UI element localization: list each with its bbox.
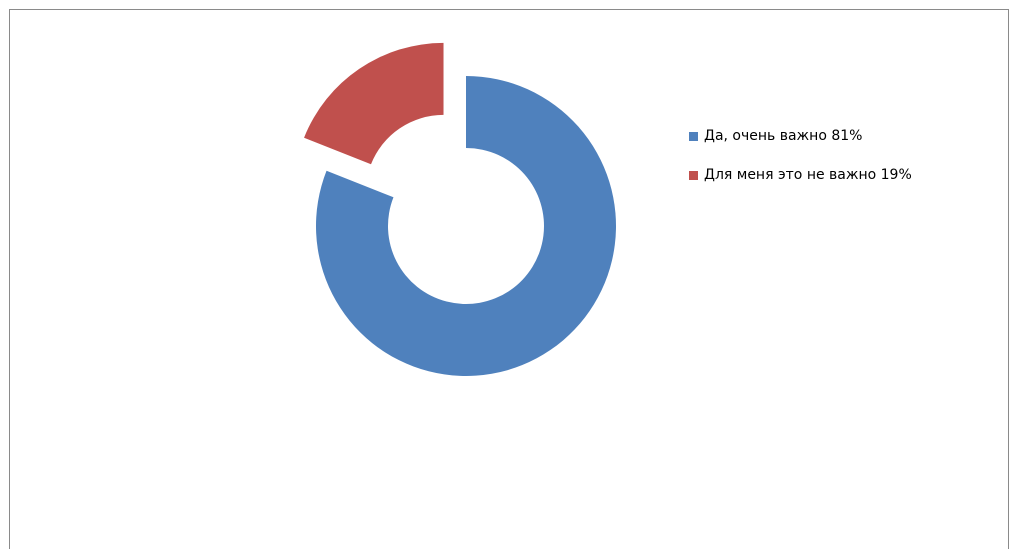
donut-slice-not-important [304,42,444,165]
legend: Да, очень важно 81% Для меня это не важн… [689,126,912,204]
donut-slice-yes [316,76,617,377]
legend-label-not-important: Для меня это не важно 19% [704,167,912,183]
legend-label-yes: Да, очень важно 81% [704,128,863,144]
legend-item-yes: Да, очень важно 81% [689,126,912,146]
legend-swatch-not-important [689,170,698,180]
legend-swatch-yes [689,131,698,141]
legend-item-not-important: Для меня это не важно 19% [689,165,912,185]
